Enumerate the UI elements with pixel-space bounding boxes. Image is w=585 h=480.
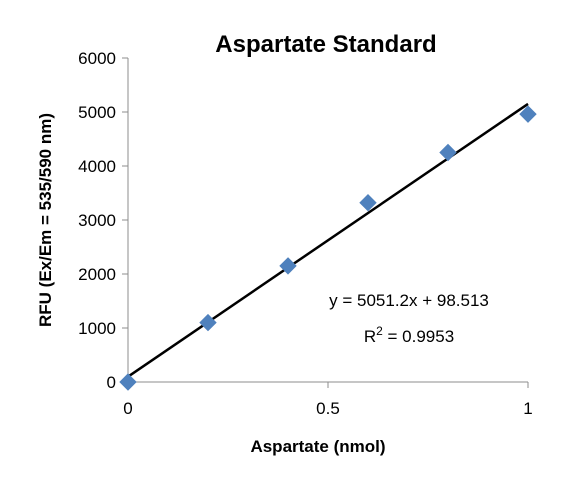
r-squared-label: R2 = 0.9953 [364,324,454,346]
y-tick-label: 1000 [78,319,116,338]
data-point [439,143,457,162]
x-tick-label: 0 [123,399,132,418]
x-tick-label: 0.5 [316,399,340,418]
r-squared-prefix: R [364,327,376,346]
r-squared-superscript: 2 [376,324,383,338]
y-tick-label: 0 [107,373,116,392]
y-tick-label: 3000 [78,211,116,230]
data-point [199,313,217,332]
data-point [519,105,537,123]
data-point [279,257,297,275]
x-axis-title: Aspartate (nmol) [250,437,385,456]
y-tick-label: 2000 [78,265,116,284]
x-tick-label: 1 [523,399,532,418]
y-tick-label: 6000 [78,49,116,68]
plot-area: 0 1000 2000 3000 4000 5000 6000 0 0.5 1 [78,49,537,418]
data-point [119,373,137,391]
y-axis-title: RFU (Ex/Em = 535/590 nm) [36,113,55,327]
y-tick-label: 5000 [78,103,116,122]
data-point [359,194,377,212]
r-squared-value: = 0.9953 [383,327,454,346]
trendline-equation: y = 5051.2x + 98.513 [329,291,489,310]
chart-title: Aspartate Standard [215,31,436,58]
y-tick-label: 4000 [78,157,116,176]
trendline [127,102,529,378]
